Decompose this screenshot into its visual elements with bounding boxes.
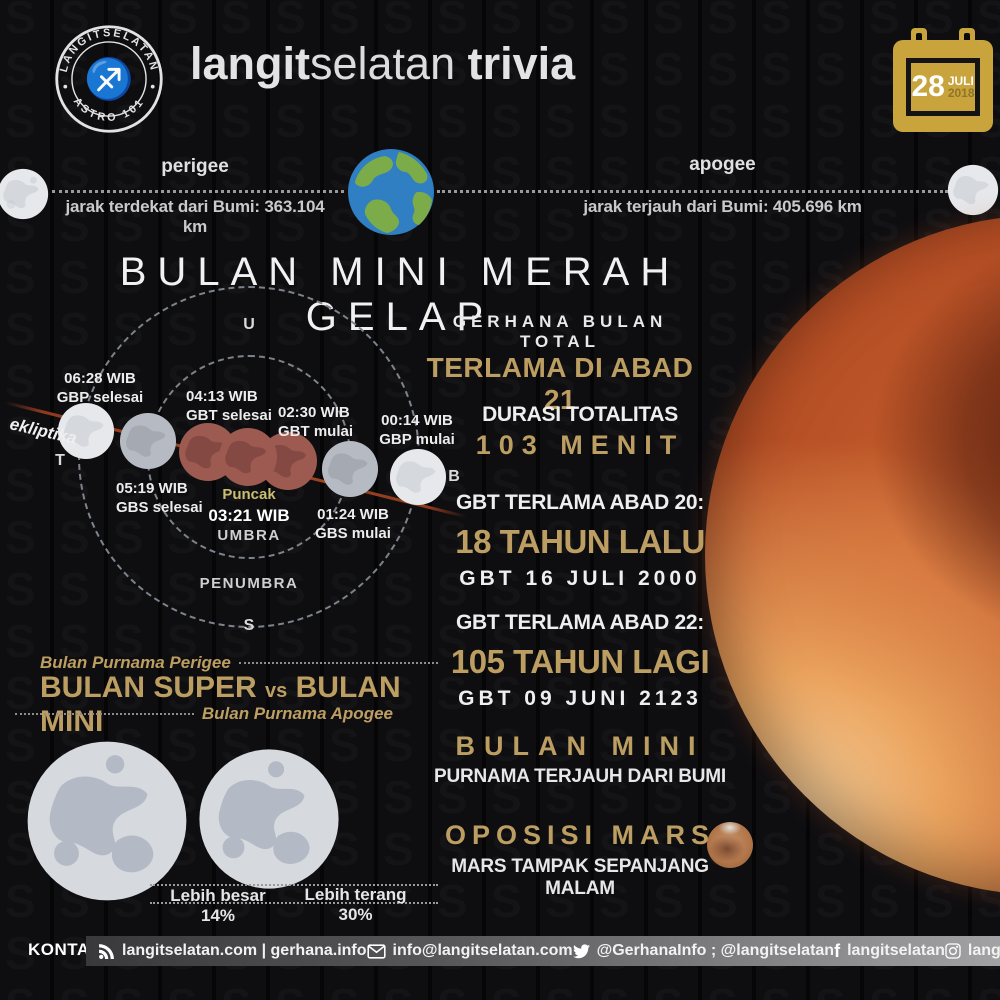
event-gbp-mulai: 00:14 WIB GBP mulai bbox=[379, 412, 455, 448]
bulan-mini-block: BULAN MINI PURNAMA TERJAUH DARI BUMI bbox=[430, 731, 730, 788]
duration-block: DURASI TOTALITAS 103 MENIT bbox=[430, 403, 730, 461]
moon-penumbral-end bbox=[57, 402, 115, 460]
website-link[interactable]: langitselatan.com | gerhana.info bbox=[98, 942, 367, 960]
brand-title: langitselatan trivia bbox=[190, 38, 575, 90]
twitter-icon bbox=[572, 943, 590, 958]
calendar-day: 28 bbox=[911, 70, 945, 103]
apogee-caption: Bulan Purnama Apogee bbox=[201, 704, 393, 723]
perigee-label: perigee bbox=[161, 156, 229, 177]
mars-photo bbox=[707, 822, 753, 868]
facebook-icon: f bbox=[834, 941, 841, 961]
abad20-value: 18 TAHUN LALU bbox=[455, 523, 705, 560]
duration-label: DURASI TOTALITAS bbox=[482, 403, 678, 426]
moon-partial-start bbox=[321, 440, 379, 498]
instagram-icon bbox=[945, 943, 961, 959]
perigee-caption: Bulan Purnama Perigee bbox=[40, 653, 231, 672]
compass-south: S bbox=[243, 617, 255, 634]
event-gbs-mulai: 01:24 WIB GBS mulai bbox=[315, 506, 391, 542]
rss-icon bbox=[99, 943, 114, 959]
oposisi-mars-title: OPOSISI MARS bbox=[444, 820, 716, 850]
comparison-line-bottom bbox=[150, 902, 438, 904]
size-comparison-label: Lebih besar 14% bbox=[170, 886, 266, 925]
abad20-date: GBT 16 JULI 2000 bbox=[459, 567, 701, 590]
earth-icon bbox=[348, 149, 434, 235]
compass-east: T bbox=[55, 452, 65, 469]
calendar-year: 2018 bbox=[947, 86, 975, 100]
duration-value: 103 MENIT bbox=[475, 430, 685, 460]
event-gbs-selesai: 05:19 WIB GBS selesai bbox=[116, 480, 203, 516]
moon-penumbral-start bbox=[389, 448, 447, 506]
super-moon-icon bbox=[27, 741, 187, 901]
brand-light: selatan bbox=[310, 38, 456, 89]
perigee-caption-row: Bulan Purnama Perigee bbox=[40, 653, 438, 673]
penumbra-label: PENUMBRA bbox=[199, 575, 299, 592]
mini-moon-icon bbox=[199, 749, 339, 889]
apogee-distance-text: jarak terjauh dari Bumi: 405.696 km bbox=[583, 197, 862, 216]
moon-totality-peak bbox=[219, 428, 277, 486]
abad22-value: 105 TAHUN LAGI bbox=[450, 643, 710, 680]
event-gbp-selesai: 06:28 WIB GBP selesai bbox=[56, 370, 144, 406]
oposisi-mars-desc: MARS TAMPAK SEPANJANG MALAM bbox=[451, 856, 709, 899]
compass-north: U bbox=[243, 316, 255, 333]
eclipse-headline: GERHANA BULAN TOTAL TERLAMA DI ABAD 21 bbox=[410, 312, 710, 416]
abad22-label: GBT TERLAMA ABAD 22: bbox=[456, 611, 704, 634]
perigee-moon-icon bbox=[0, 168, 49, 220]
abad20-label: GBT TERLAMA ABAD 20: bbox=[456, 491, 704, 514]
abad20-block: GBT TERLAMA ABAD 20: 18 TAHUN LALU GBT 1… bbox=[430, 491, 730, 591]
langitselatan-logo: LANGITSELATAN ASTRO 101 ♐ bbox=[55, 25, 163, 133]
calendar-date: 28 JULI 2018 bbox=[906, 58, 980, 116]
oposisi-mars-block: OPOSISI MARS MARS TAMPAK SEPANJANG MALAM bbox=[430, 820, 730, 900]
abad22-block: GBT TERLAMA ABAD 22: 105 TAHUN LAGI GBT … bbox=[430, 611, 730, 711]
apogee-moon-icon bbox=[947, 164, 999, 216]
abad22-date: GBT 09 JUNI 2123 bbox=[458, 687, 702, 710]
bulan-mini-desc: PURNAMA TERJAUH DARI BUMI bbox=[434, 766, 726, 787]
apogee-label: apogee bbox=[689, 154, 756, 175]
contact-bar: langitselatan.com | gerhana.info info@la… bbox=[86, 936, 1000, 966]
calendar-month: JULI bbox=[947, 74, 974, 88]
apogee-distance-line bbox=[437, 190, 948, 193]
comparison-title: BULAN SUPER vs BULAN MINI bbox=[40, 671, 401, 738]
brand-bold: langit bbox=[190, 38, 310, 89]
comparison-line-top bbox=[150, 884, 438, 886]
event-gbt-mulai: 02:30 WIB GBT mulai bbox=[278, 404, 354, 440]
headline-main: TERLAMA DI ABAD 21 bbox=[426, 352, 694, 415]
centaur-archer-icon: ♐ bbox=[84, 55, 134, 101]
facebook-link[interactable]: f langitselatan bbox=[834, 941, 945, 961]
event-puncak: Puncak 03:21 WIB bbox=[208, 486, 290, 525]
email-link[interactable]: info@langitselatan.com bbox=[366, 942, 573, 960]
apogee-caption-row: Bulan Purnama Apogee bbox=[15, 704, 393, 724]
brightness-comparison-label: Lebih terang 30% bbox=[304, 885, 407, 924]
perigee-distance-line bbox=[52, 190, 344, 193]
instagram-link[interactable]: langitselatanmedia bbox=[945, 942, 1000, 960]
calendar-icon: 28 JULI 2018 bbox=[893, 28, 993, 132]
bulan-mini-title: BULAN MINI bbox=[455, 731, 705, 761]
umbra-label: UMBRA bbox=[217, 527, 281, 544]
perigee-distance-text: jarak terdekat dari Bumi: 363.104 km bbox=[65, 197, 325, 236]
dotted-filler bbox=[238, 662, 438, 664]
headline-top: GERHANA BULAN TOTAL bbox=[452, 312, 668, 351]
brand-suffix: trivia bbox=[467, 38, 576, 89]
dotted-filler bbox=[15, 713, 194, 715]
vs-label: vs bbox=[265, 680, 288, 702]
moon-partial-end bbox=[119, 412, 177, 470]
twitter-link[interactable]: @GerhanaInfo ; @langitselatan bbox=[572, 942, 834, 960]
compass-west: B bbox=[448, 468, 460, 485]
mail-icon bbox=[366, 943, 386, 959]
event-gbt-selesai: 04:13 WIB GBT selesai bbox=[186, 388, 272, 424]
